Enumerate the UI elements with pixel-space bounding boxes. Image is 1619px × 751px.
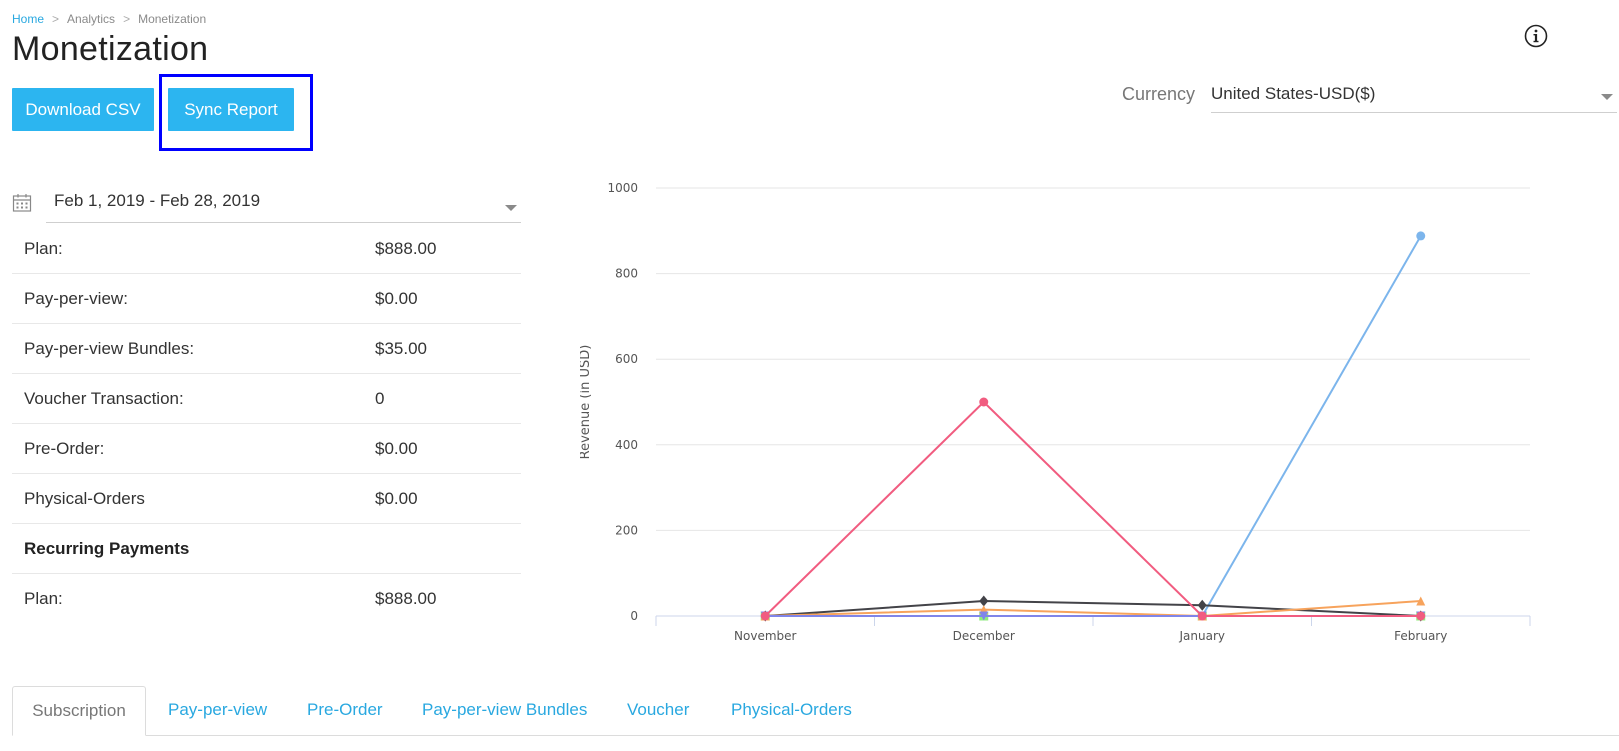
summary-value: $888.00 — [375, 239, 437, 258]
y-tick-label: 600 — [615, 352, 638, 366]
revenue-line-chart: 0 200 400 600 800 1000 November December January… — [580, 181, 1531, 643]
data-point — [760, 611, 770, 621]
series-line — [765, 235, 1422, 617]
summary-label: Physical-Orders — [24, 489, 145, 508]
date-range-select[interactable]: Feb 1, 2019 - Feb 28, 2019 — [46, 182, 521, 223]
tab-pay-per-view-bundles[interactable]: Pay-per-view Bundles — [422, 700, 588, 719]
currency-select[interactable]: United States-USD($) — [1211, 80, 1617, 113]
series-line — [765, 600, 1421, 617]
summary-value: $0.00 — [375, 489, 418, 508]
currency-label: Currency — [1122, 84, 1196, 104]
summary-row-voucher: Voucher Transaction: 0 — [12, 374, 521, 424]
summary-label: Pre-Order: — [24, 439, 105, 458]
summary-label: Voucher Transaction: — [24, 389, 184, 408]
data-point — [1416, 611, 1426, 621]
data-point — [979, 595, 989, 607]
data-point — [1197, 599, 1207, 611]
summary-row-physical-orders: Physical-Orders $0.00 — [12, 474, 521, 524]
y-tick-label: 0 — [630, 609, 638, 623]
data-point — [1197, 611, 1207, 621]
series-line — [765, 600, 1421, 618]
x-tick-label: February — [1394, 629, 1447, 643]
data-point — [1416, 596, 1426, 606]
summary-value: $0.00 — [375, 439, 418, 458]
summary-row-plan: Plan: $888.00 — [12, 224, 521, 274]
breadcrumb-analytics[interactable]: Analytics — [67, 12, 116, 26]
data-point — [1416, 231, 1426, 241]
breadcrumb-separator: > — [52, 12, 60, 26]
summary-value: $888.00 — [375, 589, 437, 608]
x-tick-label: December — [953, 629, 1015, 643]
summary-label: Pay-per-view: — [24, 289, 128, 308]
data-point — [979, 611, 989, 621]
chevron-down-icon — [505, 205, 517, 211]
tab-voucher[interactable]: Voucher — [627, 700, 690, 719]
page-title: Monetization — [12, 30, 209, 68]
summary-value: $35.00 — [375, 339, 427, 358]
breadcrumb: Home > Analytics > Monetization — [12, 12, 206, 26]
summary-row-pay-per-view: Pay-per-view: $0.00 — [12, 274, 521, 324]
currency-value: United States-USD($) — [1211, 84, 1376, 103]
recurring-payments-heading: Recurring Payments — [12, 524, 521, 574]
tab-physical-orders[interactable]: Physical-Orders — [731, 700, 852, 719]
section-title: Recurring Payments — [24, 539, 190, 558]
breadcrumb-separator: > — [123, 12, 131, 26]
chevron-down-icon — [1601, 94, 1613, 100]
summary-label: Plan: — [24, 239, 63, 258]
summary-value: 0 — [375, 389, 385, 408]
date-range-value: Feb 1, 2019 - Feb 28, 2019 — [54, 191, 261, 210]
download-csv-button[interactable]: Download CSV — [12, 88, 154, 131]
summary-row-recurring-plan: Plan: $888.00 — [12, 574, 521, 623]
x-tick-label: November — [734, 629, 796, 643]
calendar-icon — [12, 194, 32, 212]
y-axis-label: Revenue (in USD) — [580, 345, 593, 460]
y-tick-label: 200 — [615, 523, 638, 537]
summary-row-ppv-bundles: Pay-per-view Bundles: $35.00 — [12, 324, 521, 374]
tab-pre-order[interactable]: Pre-Order — [307, 700, 383, 719]
y-tick-label: 800 — [615, 267, 638, 281]
y-tick-label: 1000 — [607, 181, 638, 195]
series-line — [764, 400, 1421, 617]
sync-report-button[interactable]: Sync Report — [168, 88, 294, 131]
info-icon[interactable] — [1524, 24, 1548, 48]
summary-table: Plan: $888.00 Pay-per-view: $0.00 Pay-pe… — [12, 224, 521, 623]
breadcrumb-home[interactable]: Home — [12, 12, 45, 26]
tab-pay-per-view[interactable]: Pay-per-view — [168, 700, 268, 719]
y-tick-label: 400 — [615, 438, 638, 452]
tab-subscription[interactable]: Subscription — [12, 686, 146, 736]
summary-row-pre-order: Pre-Order: $0.00 — [12, 424, 521, 474]
summary-label: Plan: — [24, 589, 63, 608]
highlight-box — [159, 74, 313, 151]
summary-label: Pay-per-view Bundles: — [24, 339, 195, 358]
data-point — [979, 397, 989, 407]
x-tick-label: January — [1179, 629, 1226, 643]
summary-value: $0.00 — [375, 289, 418, 308]
tab-bar: Subscription Pay-per-view Pre-Order Pay-… — [12, 686, 1619, 736]
breadcrumb-current: Monetization — [138, 12, 207, 26]
